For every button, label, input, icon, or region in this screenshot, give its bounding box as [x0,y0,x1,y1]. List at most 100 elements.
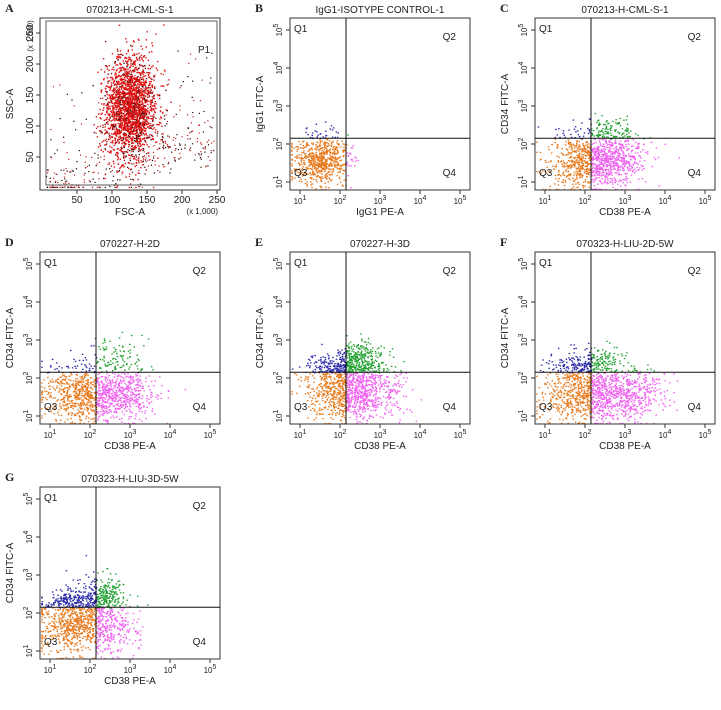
event [604,181,606,183]
event [127,72,129,74]
event [131,107,134,109]
event [113,125,115,127]
event [200,151,202,153]
event [131,82,134,84]
event [315,179,317,181]
event [165,114,167,116]
event [132,65,134,67]
event [56,400,58,402]
event [320,154,323,156]
event [146,87,149,89]
tick-exponent: 3 [518,100,525,104]
event [596,127,598,130]
event [104,123,106,126]
event [110,86,112,88]
event [124,82,127,85]
event [127,136,129,139]
event [117,83,119,86]
event [622,169,624,172]
event [291,143,293,145]
event [119,103,121,106]
event [118,128,120,131]
event [566,165,568,167]
event [111,53,114,55]
event [113,166,116,168]
event [631,155,634,157]
event [145,123,148,126]
event [113,69,115,71]
event [123,91,125,93]
event [614,152,617,154]
event [108,114,110,116]
event [140,126,142,128]
event [146,31,148,33]
event [133,130,136,132]
event [116,84,118,86]
event [115,80,118,83]
event [124,97,127,99]
event [556,134,559,136]
event [139,143,141,145]
event [138,108,140,111]
event [56,385,59,387]
event [650,141,653,144]
quadrant-label: Q2 [688,32,702,43]
event [113,123,115,125]
event [330,180,332,182]
event [551,143,553,146]
event [147,115,149,118]
event [120,75,123,77]
event [320,164,323,167]
event [113,116,115,118]
event [126,97,128,99]
panel-title: 070213-H-CML-S-1 [581,5,669,16]
event [138,103,140,105]
event [123,146,125,148]
event [602,150,604,153]
event [585,169,588,171]
event [607,159,609,162]
event [629,135,631,138]
event [609,132,612,134]
event [124,118,126,120]
event [341,140,343,142]
event [128,154,131,156]
event [127,91,130,94]
event [125,83,128,86]
event [139,94,141,97]
event [128,107,131,109]
event [119,129,121,132]
event [147,59,150,62]
event [609,141,612,143]
event [557,161,560,163]
event [98,186,100,188]
event [622,154,625,157]
event [112,160,114,163]
event [609,181,611,183]
event [320,180,323,182]
event [562,130,565,132]
event [128,135,130,137]
event [581,154,583,156]
event [115,134,117,137]
event [579,170,581,172]
event [124,101,126,103]
event [325,176,327,178]
event [307,144,310,146]
event [125,114,127,116]
event [77,186,80,188]
event [108,162,110,164]
event [117,155,119,158]
event [296,155,298,157]
event [569,179,572,181]
event [59,383,61,385]
event [41,390,43,392]
event [80,419,83,421]
event [563,134,565,136]
event [305,156,307,158]
event [142,123,145,125]
event [595,172,597,174]
event [122,102,125,104]
event [333,162,335,164]
event [102,57,105,60]
